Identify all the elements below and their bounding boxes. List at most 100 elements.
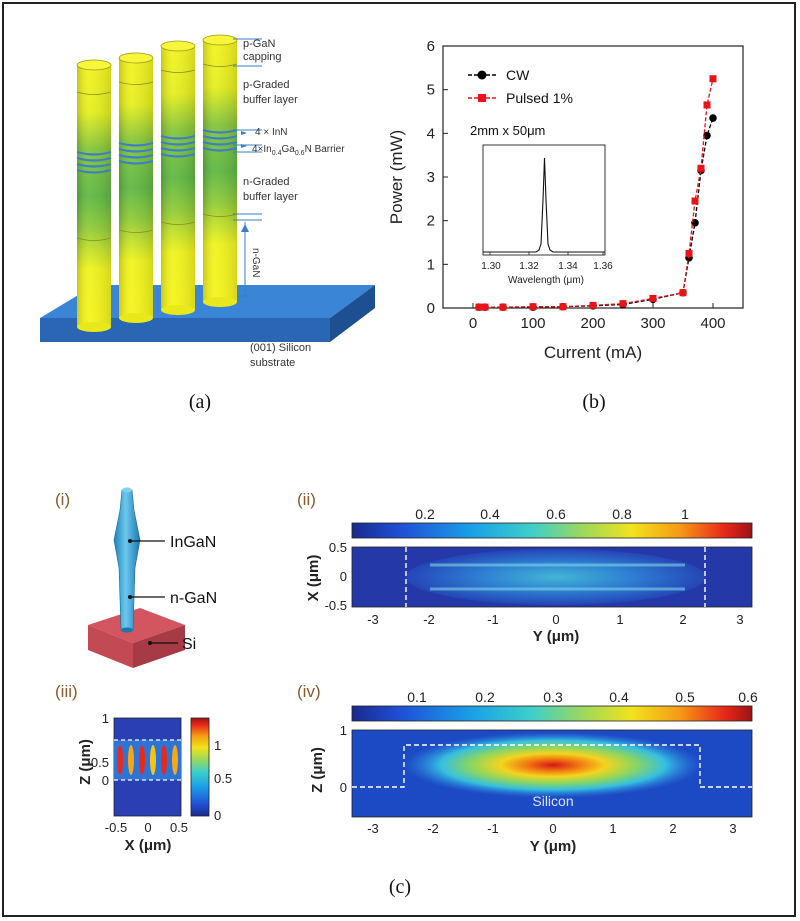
tag-iii: (iii) bbox=[55, 682, 78, 701]
x-tick-iv: -2 bbox=[427, 821, 439, 836]
nanorod-1 bbox=[76, 59, 112, 332]
silicon-overlay-label: Silicon bbox=[532, 793, 573, 809]
y-tick-label: 6 bbox=[427, 38, 435, 55]
legend-pulsed-label: Pulsed 1% bbox=[506, 90, 573, 106]
x-tick-iii: 0.5 bbox=[170, 820, 188, 835]
data-point-cw bbox=[709, 114, 717, 122]
x-tick-ii: 2 bbox=[679, 612, 686, 627]
legend-cw-label: CW bbox=[506, 67, 530, 83]
spectrum-peak bbox=[483, 157, 605, 253]
data-point-pulsed bbox=[703, 101, 711, 109]
y-tick-iv: 1 bbox=[340, 723, 347, 738]
colorbar-iv-tick: 0.3 bbox=[543, 689, 563, 705]
colorbar-ii-tick: 0.4 bbox=[480, 506, 500, 522]
y-tick-ii: -0.5 bbox=[325, 598, 347, 613]
colorbar-iv-tick: 0.4 bbox=[609, 689, 629, 705]
x-axis-label: Current (mA) bbox=[544, 343, 642, 362]
label-si: Si bbox=[182, 636, 196, 653]
label-p-graded-buffer: buffer layer bbox=[243, 94, 298, 106]
label-n-graded: n-Graded bbox=[243, 176, 289, 188]
data-point-pulsed bbox=[697, 164, 705, 172]
x-tick-ii: -3 bbox=[367, 612, 379, 627]
data-point-pulsed bbox=[529, 303, 537, 311]
label-ingan: InGaN bbox=[170, 534, 216, 551]
xlabel-iii: X (μm) bbox=[125, 837, 172, 854]
data-point-pulsed bbox=[709, 75, 717, 83]
y-tick-ii: 0.5 bbox=[329, 540, 347, 555]
data-point-pulsed bbox=[481, 303, 489, 311]
y-tick-ii: 0 bbox=[340, 569, 347, 584]
caption-a: (a) bbox=[189, 391, 211, 413]
y-tick-iii: 0 bbox=[102, 773, 109, 788]
x-tick-ii: -1 bbox=[487, 612, 499, 627]
inset-xlabel: Wavelength (μm) bbox=[508, 275, 584, 286]
nanorod-3 bbox=[160, 40, 196, 315]
colorbar-iv bbox=[351, 705, 753, 722]
panel-a-nanowire-schematic: p-GaN capping p-Graded buffer layer 4 × … bbox=[40, 34, 375, 413]
ylabel-iii: Z (μm) bbox=[77, 739, 94, 785]
nanorod-4 bbox=[202, 34, 238, 307]
colorbar-iii-tick: 0.5 bbox=[214, 771, 232, 786]
y-tick-label: 5 bbox=[427, 82, 435, 99]
x-tick-iv: -1 bbox=[487, 821, 499, 836]
label-p-gan-capping: capping bbox=[243, 51, 282, 63]
y-axis-label: Power (mW) bbox=[387, 130, 406, 224]
x-tick-iv: 0 bbox=[549, 821, 556, 836]
x-tick-iv: 3 bbox=[729, 821, 736, 836]
label-barrier: 4×In0.4Ga0.6N Barrier bbox=[252, 144, 345, 157]
x-tick-ii: 1 bbox=[616, 612, 623, 627]
inset-tick: 1.36 bbox=[593, 261, 613, 272]
xlabel-ii: Y (μm) bbox=[533, 628, 579, 645]
caption-b: (b) bbox=[582, 391, 605, 413]
label-n-graded-buffer: buffer layer bbox=[243, 191, 298, 203]
tag-ii: (ii) bbox=[297, 490, 316, 509]
x-tick-ii: 0 bbox=[552, 612, 559, 627]
colorbar-iii-tick: 1 bbox=[214, 738, 221, 753]
colorbar-iv-tick: 0.2 bbox=[475, 689, 495, 705]
mode-lobes-iii bbox=[117, 745, 178, 775]
colorbar-iii bbox=[190, 717, 210, 817]
colorbar-iv-tick: 0.6 bbox=[738, 689, 758, 705]
ylabel-iv: Z (μm) bbox=[309, 747, 326, 793]
x-tick-label: 100 bbox=[520, 315, 545, 332]
label-substrate-2: substrate bbox=[250, 357, 295, 369]
xlabel-iv: Y (μm) bbox=[530, 838, 576, 855]
data-point-pulsed bbox=[589, 301, 597, 309]
data-point-pulsed bbox=[559, 303, 567, 311]
inset-tick: 1.34 bbox=[558, 261, 578, 272]
label-p-graded: p-Graded bbox=[243, 79, 289, 91]
label-p-gan: p-GaN bbox=[243, 38, 275, 50]
data-point-pulsed bbox=[649, 294, 657, 302]
legend: CW Pulsed 1% bbox=[468, 67, 573, 106]
x-tick-ii: 3 bbox=[736, 612, 743, 627]
panel-b-power-current-chart: 0 100 200 300 400 0 1 2 3 4 5 6 Power (mW) Current … bbox=[387, 38, 744, 413]
x-tick-iv: 1 bbox=[609, 821, 616, 836]
y-tick-label: 2 bbox=[427, 213, 435, 230]
x-tick-iii: 0 bbox=[144, 820, 151, 835]
x-tick-label: 300 bbox=[640, 315, 665, 332]
panel-c-ii-field-map: (ii) 0.2 0.4 0.6 0.8 1 0.5 0 -0.5 -3 -2 … bbox=[297, 490, 753, 645]
colorbar-ii bbox=[351, 522, 753, 539]
colorbar-iii-tick: 0 bbox=[214, 808, 221, 823]
y-tick-label: 4 bbox=[427, 125, 435, 142]
data-point-pulsed bbox=[691, 197, 699, 205]
inset-spectrum: 1.30 1.32 1.34 1.36 Wavelength (μm) bbox=[481, 144, 613, 286]
series-line-1 bbox=[479, 78, 714, 308]
quantum-well-bands bbox=[76, 128, 238, 174]
tag-i: (i) bbox=[55, 490, 70, 509]
y-tick-label: 1 bbox=[427, 256, 435, 273]
axis-ticks: 0 100 200 300 400 0 1 2 3 4 5 6 bbox=[427, 38, 726, 332]
panel-c-iv-field-map: (iv) 0.1 0.2 0.3 0.4 0.5 0.6 Silicon 1 0… bbox=[297, 682, 758, 855]
legend-cw-marker bbox=[477, 70, 487, 80]
x-tick-iv: -3 bbox=[367, 821, 379, 836]
label-inn: 4 × InN bbox=[255, 127, 288, 138]
x-tick-iii: -0.5 bbox=[105, 820, 127, 835]
data-point-pulsed bbox=[619, 300, 627, 308]
data-point-cw bbox=[703, 131, 711, 140]
x-tick-iv: 2 bbox=[669, 821, 676, 836]
device-size-annotation: 2mm x 50μm bbox=[470, 123, 545, 138]
colorbar-ii-tick: 1 bbox=[681, 506, 689, 522]
y-tick-iv: 0 bbox=[340, 780, 347, 795]
data-point-pulsed bbox=[475, 303, 483, 311]
